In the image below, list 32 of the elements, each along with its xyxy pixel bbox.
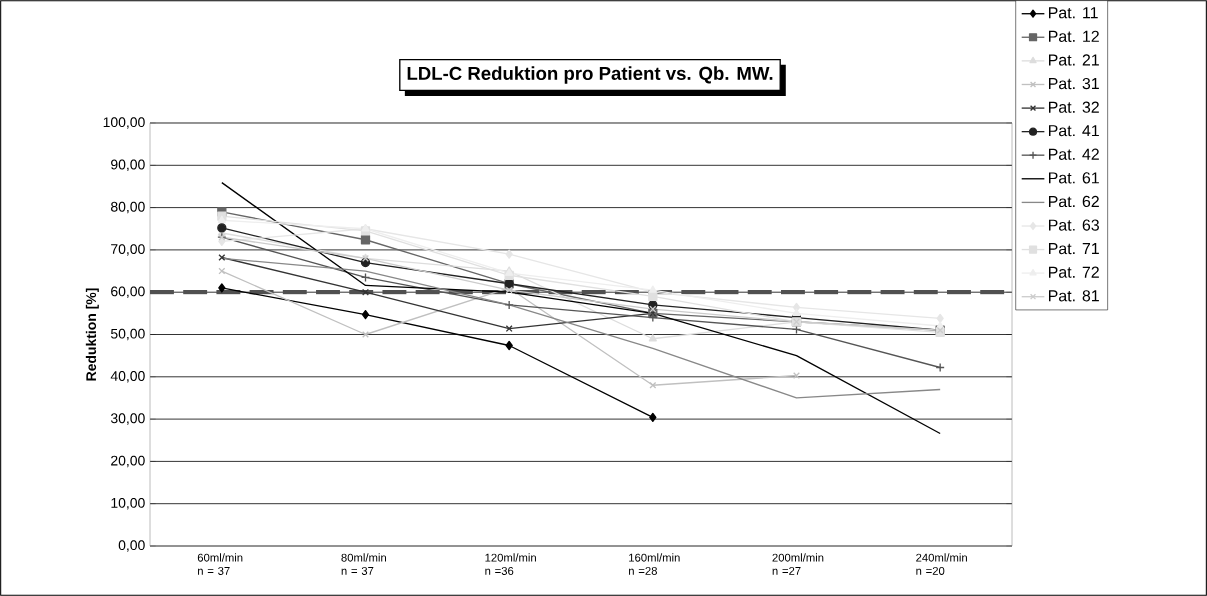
y-axis-title: Reduktion [%] [85,288,99,381]
chart-title: LDL-C Reduktion pro Patient vs. Qb. MW. [407,66,773,84]
legend-label: Pat. 12 [1049,30,1099,42]
x-tick-label: 240ml/min n =20 [916,553,967,575]
x-tick-label: 160ml/min n =28 [629,553,680,575]
legend-label: Pat. 71 [1049,243,1099,255]
y-tick-label: 100,00 [103,117,145,129]
y-tick-label: 0,00 [118,540,145,552]
y-tick-label: 10,00 [111,497,145,510]
y-tick-label: 80,00 [111,201,145,214]
legend-label: Pat. 42 [1049,148,1099,160]
x-tick-label: 120ml/min n =36 [485,553,536,575]
y-tick-label: 30,00 [110,413,145,425]
legend-label: Pat. 61 [1049,172,1099,184]
legend-label: Pat. 32 [1049,101,1099,113]
legend-label: Pat. 81 [1049,290,1099,302]
y-tick-label: 70,00 [111,244,145,256]
y-tick-label: 90,00 [111,159,145,172]
x-tick-label: 80ml/min n = 37 [341,553,386,575]
legend-label: Pat. 41 [1049,125,1099,137]
y-tick-label: 20,00 [111,455,145,468]
legend-label: Pat. 63 [1049,219,1099,231]
x-tick-label: 200ml/min n =27 [772,553,824,575]
legend-label: Pat. 62 [1049,195,1099,208]
legend-label: Pat. 21 [1049,54,1099,66]
y-tick-label: 40,00 [110,371,145,383]
y-tick-label: 50,00 [110,328,145,341]
legend-label: Pat. 11 [1049,7,1098,19]
x-tick-label: 60ml/min n = 37 [197,553,243,575]
legend-label: Pat. 72 [1049,266,1099,278]
legend-label: Pat. 31 [1049,77,1099,90]
y-tick-label: 60,00 [111,286,145,298]
